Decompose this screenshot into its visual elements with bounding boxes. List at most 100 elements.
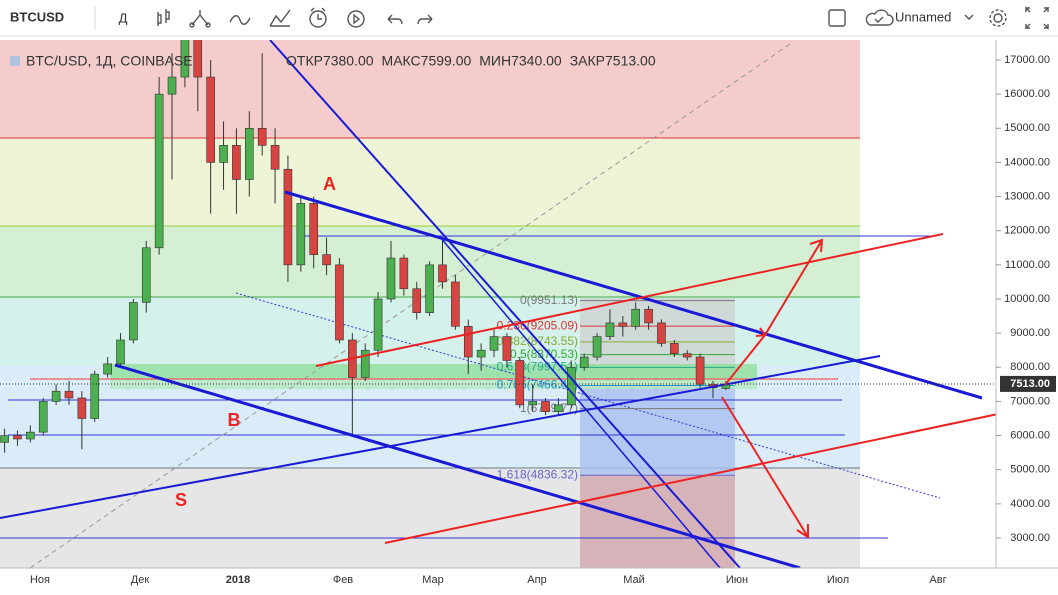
- fib-label: 0.5(8370.53): [510, 347, 578, 361]
- x-tick-label: Июл: [827, 574, 849, 586]
- y-tick-label: 6000.00: [1010, 429, 1050, 441]
- candle-body: [116, 339, 125, 365]
- zone: [0, 138, 860, 226]
- candle-body: [283, 168, 293, 266]
- candle-body: [425, 264, 434, 313]
- arrow-up: [724, 238, 824, 386]
- x-tick-label: Мар: [422, 574, 444, 586]
- legend-field-value: 7599.00: [421, 53, 472, 69]
- legend-field-value: 7380.00: [323, 53, 374, 69]
- candle-body: [335, 264, 344, 341]
- candle-body: [180, 40, 190, 78]
- y-tick-label: 10000.00: [1004, 293, 1050, 305]
- candle-body: [0, 435, 9, 443]
- channel-line: [315, 233, 944, 367]
- annotation: B: [228, 410, 241, 430]
- candle-body: [605, 322, 615, 337]
- trend-line: [0, 355, 881, 519]
- annotation: S: [175, 490, 187, 510]
- candle-body: [193, 40, 203, 78]
- x-tick-label: 2018: [226, 574, 250, 586]
- candle-body: [502, 336, 512, 361]
- templates-button[interactable]: [269, 9, 291, 27]
- fib-box: [580, 475, 735, 568]
- candle-body: [219, 145, 228, 163]
- candle-body: [51, 390, 61, 402]
- zone: [0, 40, 860, 138]
- candle-body: [412, 288, 422, 313]
- candle-body: [592, 336, 602, 358]
- drawings: 0(9951.13)0.236(9205.09)0.382(8743.55)0.…: [0, 40, 996, 568]
- trend-line-a: [284, 190, 983, 400]
- candle-body: [90, 373, 100, 419]
- candle-body: [618, 322, 628, 327]
- candle-body: [373, 298, 383, 351]
- settings-button[interactable]: [989, 9, 1007, 27]
- y-tick-label: 11000.00: [1005, 259, 1050, 271]
- candle-body: [13, 435, 22, 440]
- fullscreen-button[interactable]: [828, 9, 846, 27]
- support-band: [110, 378, 757, 389]
- candle-body: [463, 326, 473, 358]
- trend-line: [269, 40, 741, 568]
- candle-type-button[interactable]: [157, 9, 170, 26]
- candle-body: [129, 302, 138, 341]
- candle-body: [141, 247, 151, 303]
- dashed-trend: [29, 43, 791, 568]
- legend-fields: ОТКР 7380.00 МАКС 7599.00 МИН 7340.00 ЗАКР 7513…: [286, 53, 656, 69]
- x-tick-label: Июн: [726, 574, 748, 586]
- candle-body: [270, 145, 280, 170]
- candle-body: [438, 264, 447, 283]
- y-tick-label: 17000.00: [1004, 54, 1050, 66]
- candle-body: [38, 401, 48, 433]
- x-tick-label: Фев: [333, 574, 353, 586]
- candle-body: [386, 257, 396, 300]
- candle-body: [26, 431, 35, 440]
- candle-body: [451, 281, 460, 327]
- candle-body: [554, 404, 563, 412]
- candle-body: [657, 322, 666, 344]
- x-tick-label: Ноя: [30, 574, 50, 586]
- trend-line-b: [114, 363, 801, 568]
- candle-body: [103, 363, 112, 375]
- candle-body: [360, 349, 370, 378]
- undo-button[interactable]: [387, 14, 403, 25]
- layout-name[interactable]: Unnamed: [895, 9, 951, 24]
- last-price-label: 7513.00: [1010, 378, 1050, 390]
- candle-body: [631, 308, 641, 327]
- candle-body: [695, 356, 705, 385]
- candle-body: [528, 401, 537, 406]
- candle-body: [566, 366, 576, 406]
- candle-body: [309, 203, 319, 255]
- candle-body: [644, 308, 653, 324]
- channel-line: [384, 413, 996, 544]
- y-tick-label: 3000.00: [1010, 532, 1050, 544]
- legend-icon: [10, 56, 20, 66]
- y-tick-label: 8000.00: [1010, 361, 1050, 373]
- y-tick-label: 13000.00: [1004, 190, 1050, 202]
- x-tick-label: Дек: [131, 574, 150, 586]
- x-tick-label: Май: [623, 574, 645, 586]
- interval[interactable]: Д: [119, 10, 128, 25]
- trend-line: [439, 236, 721, 568]
- candle-body: [489, 336, 499, 351]
- save-button[interactable]: [865, 9, 894, 26]
- candle-body: [579, 356, 589, 368]
- legend-field-label: ЗАКР: [570, 53, 605, 69]
- indicators-button[interactable]: [189, 10, 211, 28]
- axes: 17000.00 16000.00 15000.00 14000.00 13000.00…: [30, 54, 1056, 586]
- line-tool-button[interactable]: [229, 15, 251, 25]
- candle-body: [296, 203, 306, 266]
- layout-menu-chevron[interactable]: [964, 14, 974, 20]
- symbol[interactable]: BTCUSD: [10, 9, 64, 24]
- expand-button[interactable]: [1024, 6, 1050, 30]
- candle-body: [257, 127, 267, 146]
- candle-body: [322, 254, 331, 266]
- alert-button[interactable]: [309, 7, 327, 28]
- replay-button[interactable]: [347, 10, 365, 28]
- y-tick-label: 7000.00: [1010, 395, 1050, 407]
- candle-body: [670, 343, 679, 354]
- support-band: [110, 364, 757, 378]
- y-tick-label: 12000.00: [1004, 225, 1050, 237]
